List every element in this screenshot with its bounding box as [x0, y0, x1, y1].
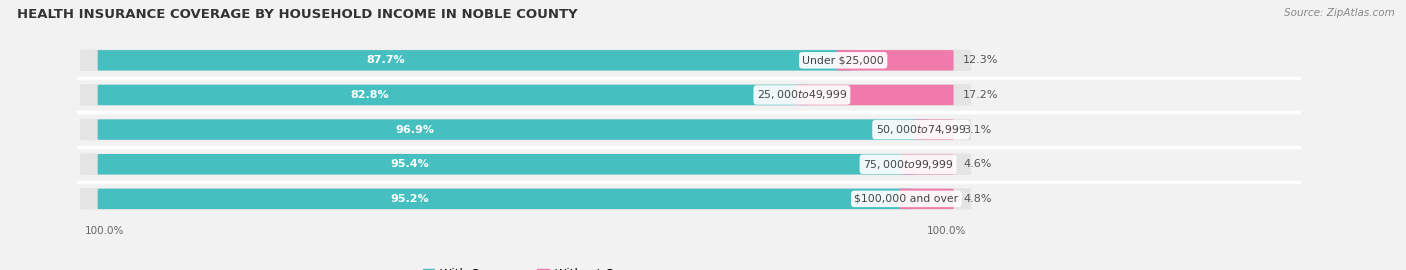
- FancyBboxPatch shape: [796, 85, 953, 105]
- Text: 3.1%: 3.1%: [963, 124, 991, 135]
- FancyBboxPatch shape: [97, 189, 912, 209]
- FancyBboxPatch shape: [901, 154, 953, 174]
- FancyBboxPatch shape: [80, 154, 972, 175]
- Text: HEALTH INSURANCE COVERAGE BY HOUSEHOLD INCOME IN NOBLE COUNTY: HEALTH INSURANCE COVERAGE BY HOUSEHOLD I…: [17, 8, 578, 21]
- Text: 95.4%: 95.4%: [391, 159, 429, 169]
- FancyBboxPatch shape: [97, 50, 851, 70]
- FancyBboxPatch shape: [80, 50, 972, 71]
- Text: 4.8%: 4.8%: [963, 194, 991, 204]
- FancyBboxPatch shape: [97, 119, 928, 140]
- Text: 87.7%: 87.7%: [366, 55, 405, 65]
- FancyBboxPatch shape: [97, 154, 915, 174]
- Text: 4.6%: 4.6%: [963, 159, 991, 169]
- Text: $75,000 to $99,999: $75,000 to $99,999: [863, 158, 953, 171]
- FancyBboxPatch shape: [837, 50, 953, 70]
- Text: 95.2%: 95.2%: [389, 194, 429, 204]
- Text: 82.8%: 82.8%: [350, 90, 389, 100]
- Text: $50,000 to $74,999: $50,000 to $74,999: [876, 123, 966, 136]
- FancyBboxPatch shape: [80, 84, 972, 106]
- FancyBboxPatch shape: [97, 85, 808, 105]
- Text: Under $25,000: Under $25,000: [803, 55, 884, 65]
- Text: 17.2%: 17.2%: [963, 90, 998, 100]
- Text: 12.3%: 12.3%: [963, 55, 998, 65]
- Text: $25,000 to $49,999: $25,000 to $49,999: [756, 89, 846, 102]
- Text: 96.9%: 96.9%: [395, 124, 434, 135]
- Text: $100,000 and over: $100,000 and over: [855, 194, 959, 204]
- FancyBboxPatch shape: [80, 188, 972, 210]
- FancyBboxPatch shape: [900, 189, 953, 209]
- FancyBboxPatch shape: [80, 119, 972, 140]
- Legend: With Coverage, Without Coverage: With Coverage, Without Coverage: [418, 263, 666, 270]
- Text: Source: ZipAtlas.com: Source: ZipAtlas.com: [1284, 8, 1395, 18]
- FancyBboxPatch shape: [914, 119, 953, 140]
